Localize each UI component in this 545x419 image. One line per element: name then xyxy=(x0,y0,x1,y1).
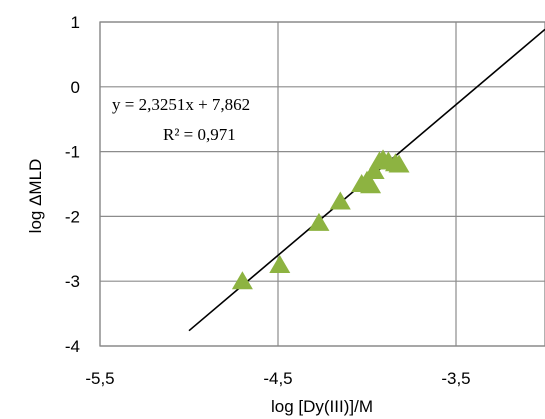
y-tick-labels: 1 0 -1 -2 -3 -4 xyxy=(65,13,80,356)
x-tick-labels: -5,5 -4,5 -3,5 xyxy=(85,369,470,388)
data-point xyxy=(329,191,351,210)
x-axis-title: log [Dy(III)]/M xyxy=(271,397,373,416)
data-point xyxy=(363,161,385,180)
y-tick-label: -1 xyxy=(65,143,80,162)
grid xyxy=(99,21,545,347)
plot-area-border xyxy=(99,21,545,347)
x-tick-label: -4,5 xyxy=(263,369,292,388)
trendline-r2: R² = 0,971 xyxy=(163,125,236,144)
y-tick-label: 0 xyxy=(71,78,80,97)
data-point xyxy=(269,255,291,273)
y-tick-label: -4 xyxy=(65,337,80,356)
data-point xyxy=(308,212,330,231)
x-tick-label: -3,5 xyxy=(441,369,470,388)
data-point xyxy=(231,271,253,290)
data-points xyxy=(231,149,410,290)
y-tick-label: -3 xyxy=(65,272,80,291)
data-point xyxy=(388,154,410,173)
data-point xyxy=(360,175,382,194)
trendline-equation: y = 2,3251x + 7,862 xyxy=(112,95,250,114)
y-tick-label: -2 xyxy=(65,207,80,226)
y-axis-title: log ΔMLD xyxy=(26,159,45,234)
x-tick-label: -5,5 xyxy=(85,369,114,388)
y-tick-label: 1 xyxy=(71,13,80,32)
